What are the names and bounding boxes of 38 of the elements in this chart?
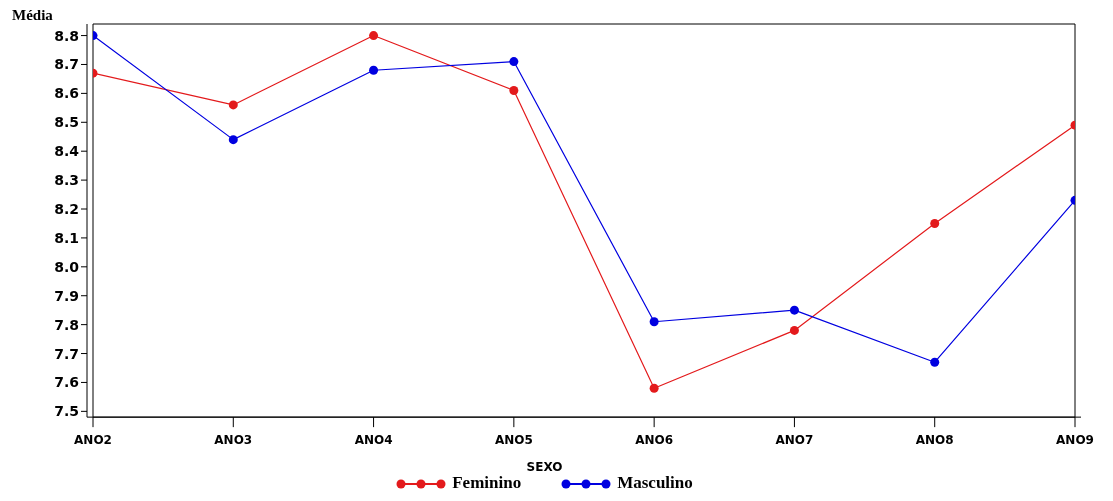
x-tick-label: ANO5 [494, 432, 533, 447]
y-tick-label: 8.8 [54, 27, 79, 44]
point [369, 65, 379, 75]
y-tick-label: 7.7 [54, 345, 79, 362]
legend-title: SEXO [525, 460, 564, 475]
point [789, 325, 799, 335]
y-tick-label: 7.6 [54, 374, 79, 391]
point [649, 383, 659, 393]
point [509, 85, 519, 95]
legend-label: Masculino [617, 473, 693, 493]
point [369, 31, 379, 41]
y-tick-label: 7.8 [54, 316, 79, 333]
x-tick-label: ANO9 [1056, 432, 1094, 447]
point [228, 100, 238, 110]
point [789, 305, 799, 315]
y-tick-label: 8.6 [54, 85, 79, 102]
x-tick-label: ANO4 [354, 432, 393, 447]
y-tick-label: 8.2 [54, 200, 79, 217]
x-tick-label: ANO2 [74, 432, 112, 447]
legend-label: Feminino [452, 473, 522, 493]
y-tick-label: 8.1 [54, 229, 79, 246]
point [930, 218, 940, 228]
point [509, 57, 519, 67]
x-tick-label: ANO7 [775, 432, 814, 447]
y-tick-label: 7.5 [54, 403, 79, 420]
y-tick-label: 8.4 [54, 143, 80, 160]
point [930, 357, 940, 367]
y-axis-title: Média [12, 7, 54, 23]
y-tick-label: 8.5 [54, 114, 79, 131]
y-tick-label: 8.3 [54, 172, 79, 189]
y-tick-label: 7.9 [54, 287, 79, 304]
x-tick-label: ANO3 [214, 432, 253, 447]
point [228, 135, 238, 145]
x-tick-label: ANO8 [915, 432, 954, 447]
y-tick-label: 8.7 [54, 56, 79, 73]
y-tick-label: 8.0 [54, 258, 80, 275]
x-tick-label: ANO6 [635, 432, 674, 447]
point [649, 317, 659, 327]
